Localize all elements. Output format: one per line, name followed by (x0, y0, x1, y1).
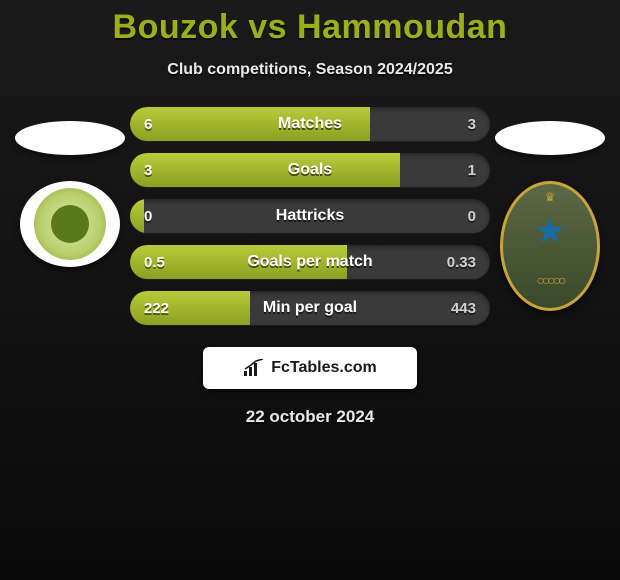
stat-row-matches: 6 Matches 3 (130, 107, 490, 141)
comparison-content: 6 Matches 3 3 Goals 1 0 Hattricks 0 0.5 … (0, 107, 620, 325)
stat-right-value: 1 (468, 162, 476, 179)
right-club-badge: ♛ ★ ○○○○○ (500, 181, 600, 311)
brand-text: FcTables.com (271, 359, 377, 377)
chart-icon (243, 359, 265, 377)
stat-label: Goals per match (247, 253, 372, 271)
stat-bars: 6 Matches 3 3 Goals 1 0 Hattricks 0 0.5 … (130, 107, 490, 325)
stat-label: Matches (278, 115, 342, 133)
stat-left-value: 222 (144, 300, 169, 317)
left-player-oval (15, 121, 125, 155)
stat-label: Hattricks (276, 207, 344, 225)
left-club-badge-center (51, 205, 89, 243)
page-subtitle: Club competitions, Season 2024/2025 (0, 61, 620, 79)
stat-fill (130, 153, 400, 187)
stat-row-goals-per-match: 0.5 Goals per match 0.33 (130, 245, 490, 279)
stat-left-value: 0.5 (144, 254, 165, 271)
left-club-badge (20, 181, 120, 267)
stat-label: Goals (288, 161, 332, 179)
star-icon: ★ (534, 210, 566, 252)
stat-left-value: 0 (144, 208, 152, 225)
stat-right-value: 0.33 (447, 254, 476, 271)
right-club-column: ♛ ★ ○○○○○ (490, 107, 610, 311)
rings-icon: ○○○○○ (536, 272, 563, 288)
stat-left-value: 6 (144, 116, 152, 133)
right-player-oval (495, 121, 605, 155)
stat-right-value: 443 (451, 300, 476, 317)
crown-icon: ♛ (545, 190, 556, 204)
stat-row-goals: 3 Goals 1 (130, 153, 490, 187)
page-title: Bouzok vs Hammoudan (0, 8, 620, 47)
brand-box[interactable]: FcTables.com (203, 347, 417, 389)
left-club-column (10, 107, 130, 267)
footer-date: 22 october 2024 (0, 407, 620, 427)
stat-row-hattricks: 0 Hattricks 0 (130, 199, 490, 233)
stat-right-value: 0 (468, 208, 476, 225)
left-club-badge-inner (34, 188, 106, 260)
stat-right-value: 3 (468, 116, 476, 133)
stat-label: Min per goal (263, 299, 357, 317)
stat-fill (130, 199, 144, 233)
stat-left-value: 3 (144, 162, 152, 179)
stat-row-min-per-goal: 222 Min per goal 443 (130, 291, 490, 325)
header: Bouzok vs Hammoudan Club competitions, S… (0, 0, 620, 79)
